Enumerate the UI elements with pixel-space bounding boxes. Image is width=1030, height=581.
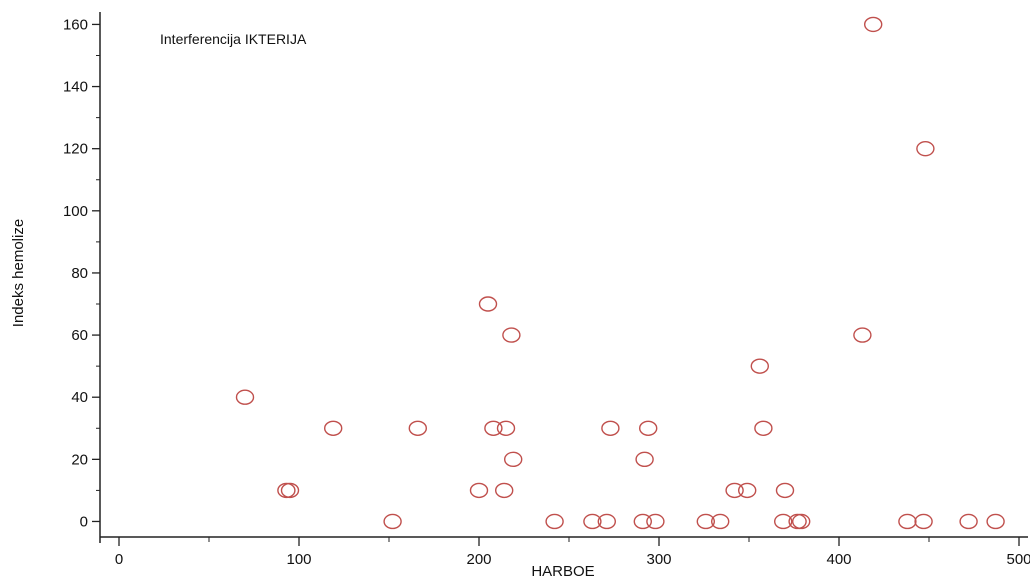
x-tick-label: 100 xyxy=(286,551,311,568)
y-tick-label: 140 xyxy=(63,79,88,96)
data-point xyxy=(280,482,300,499)
chart-annotation: Interferencija IKTERIJA xyxy=(160,31,307,47)
data-point xyxy=(750,358,769,374)
data-point xyxy=(601,420,620,436)
data-point xyxy=(504,451,523,468)
data-point xyxy=(324,420,343,436)
data-point xyxy=(633,513,652,530)
tick-labels: 0 20 40 60 80 100 120 140 160 0 100 200 300 400 500 xyxy=(63,16,1030,568)
data-point xyxy=(484,420,503,436)
data-point xyxy=(495,482,514,499)
x-tick-label: 400 xyxy=(826,551,851,568)
data-points xyxy=(235,16,1005,530)
axes xyxy=(99,12,1028,543)
data-point xyxy=(916,140,935,157)
tick-marks xyxy=(92,23,1020,546)
x-tick-label: 300 xyxy=(646,551,671,568)
data-point xyxy=(959,513,978,530)
data-point xyxy=(986,513,1005,530)
x-tick-label: 200 xyxy=(466,551,491,568)
data-point xyxy=(635,451,654,468)
data-point xyxy=(597,513,616,530)
data-point xyxy=(646,513,665,530)
y-tick-label: 120 xyxy=(63,141,88,158)
data-point xyxy=(496,420,516,436)
data-point xyxy=(383,513,402,530)
y-tick-label: 160 xyxy=(63,16,88,33)
data-point xyxy=(502,327,521,343)
data-point xyxy=(469,482,489,499)
data-point xyxy=(853,327,872,343)
data-point xyxy=(408,420,427,436)
data-point xyxy=(711,513,730,530)
x-axis-title: HARBOE xyxy=(531,563,594,580)
data-point xyxy=(914,513,933,530)
data-point xyxy=(639,420,658,436)
data-point xyxy=(696,513,715,530)
data-point xyxy=(792,513,811,530)
data-point xyxy=(864,16,883,33)
y-tick-label: 20 xyxy=(71,451,88,468)
data-point xyxy=(754,420,773,436)
y-axis-title: Indeks hemolize xyxy=(10,219,27,327)
x-tick-label: 500 xyxy=(1006,551,1030,568)
data-point xyxy=(738,482,757,499)
x-tick-label: 0 xyxy=(115,551,123,568)
y-tick-label: 80 xyxy=(71,265,88,282)
data-point xyxy=(898,513,917,530)
y-tick-label: 60 xyxy=(71,327,88,344)
data-point xyxy=(774,513,793,530)
y-tick-label: 100 xyxy=(63,203,88,220)
data-point xyxy=(478,296,498,312)
data-point xyxy=(775,482,795,499)
data-point xyxy=(583,513,602,530)
data-point xyxy=(235,389,255,405)
data-point xyxy=(725,482,744,499)
y-tick-label: 0 xyxy=(80,513,88,530)
data-point xyxy=(277,482,296,499)
data-point xyxy=(545,513,564,530)
y-tick-label: 40 xyxy=(71,389,88,406)
